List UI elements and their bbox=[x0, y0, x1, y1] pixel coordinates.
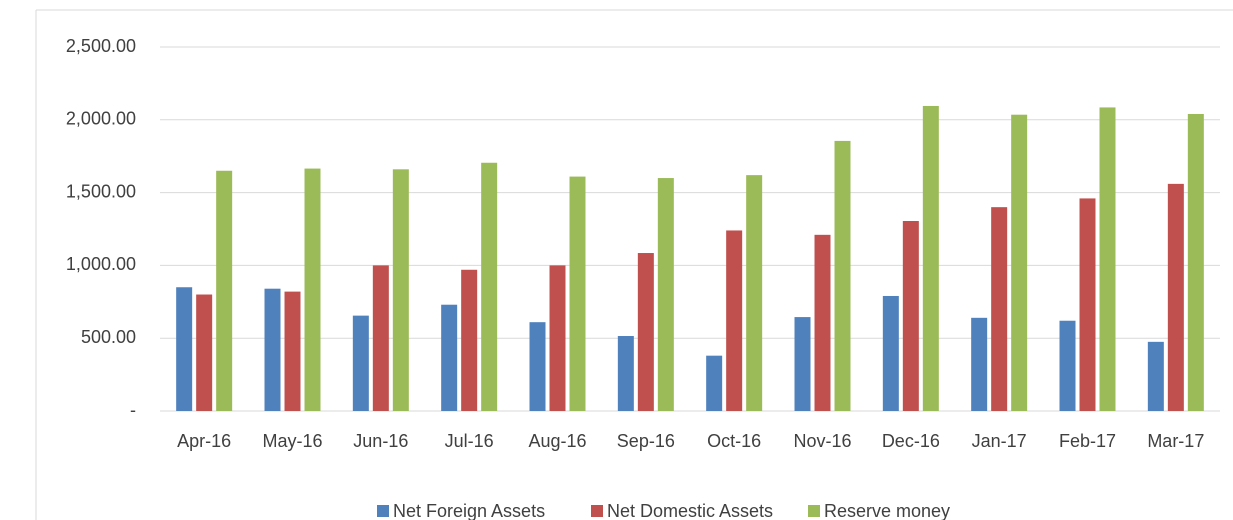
bar bbox=[284, 291, 301, 411]
y-tick-label: 500.00 bbox=[81, 327, 136, 347]
x-tick-label: Aug-16 bbox=[528, 431, 586, 451]
bar bbox=[882, 295, 899, 411]
legend-swatch bbox=[808, 505, 820, 517]
bar bbox=[1147, 341, 1164, 411]
legend-label: Net Domestic Assets bbox=[607, 501, 773, 520]
bar bbox=[372, 265, 389, 411]
y-tick-label: - bbox=[130, 400, 136, 420]
bar bbox=[1059, 320, 1076, 411]
bar bbox=[481, 162, 498, 411]
x-tick-label: Jul-16 bbox=[445, 431, 494, 451]
x-tick-label: Apr-16 bbox=[177, 431, 231, 451]
y-tick-label: 1,500.00 bbox=[66, 181, 136, 201]
legend-label: Net Foreign Assets bbox=[393, 501, 545, 520]
bar bbox=[304, 168, 321, 411]
bar bbox=[264, 288, 281, 411]
y-tick-label: 2,500.00 bbox=[66, 36, 136, 56]
x-tick-label: Mar-17 bbox=[1147, 431, 1204, 451]
legend-label: Reserve money bbox=[824, 501, 950, 520]
x-tick-label: Feb-17 bbox=[1059, 431, 1116, 451]
legend-swatch bbox=[377, 505, 389, 517]
bar bbox=[529, 322, 546, 411]
bar bbox=[1099, 107, 1116, 411]
bar bbox=[834, 140, 851, 412]
bar bbox=[657, 178, 674, 411]
bar bbox=[392, 169, 409, 411]
bar bbox=[706, 355, 723, 411]
legend-swatch bbox=[591, 505, 603, 517]
bar bbox=[1187, 113, 1204, 411]
bar bbox=[746, 175, 763, 411]
x-tick-label: Jan-17 bbox=[972, 431, 1027, 451]
bar bbox=[549, 265, 566, 411]
bar bbox=[814, 234, 831, 411]
bar bbox=[1011, 114, 1028, 411]
bar bbox=[1079, 198, 1096, 411]
x-tick-label: Nov-16 bbox=[793, 431, 851, 451]
bar bbox=[617, 336, 634, 411]
bar bbox=[569, 176, 586, 411]
bar bbox=[794, 317, 811, 411]
y-tick-label: 2,000.00 bbox=[66, 109, 136, 129]
bar bbox=[971, 317, 988, 411]
x-tick-label: Jun-16 bbox=[353, 431, 408, 451]
bar bbox=[441, 304, 458, 411]
y-tick-label: 1,000.00 bbox=[66, 254, 136, 274]
x-tick-label: Oct-16 bbox=[707, 431, 761, 451]
bar bbox=[461, 269, 478, 411]
x-tick-label: Dec-16 bbox=[882, 431, 940, 451]
bar bbox=[1167, 183, 1184, 411]
bar bbox=[196, 294, 213, 411]
bar bbox=[637, 253, 654, 411]
bar bbox=[902, 220, 919, 411]
bar bbox=[176, 287, 193, 411]
bar bbox=[922, 105, 939, 411]
x-tick-label: Sep-16 bbox=[617, 431, 675, 451]
bar bbox=[726, 230, 743, 411]
bar bbox=[216, 170, 233, 411]
x-tick-label: May-16 bbox=[262, 431, 322, 451]
bar bbox=[352, 315, 369, 411]
bar bbox=[991, 207, 1008, 411]
